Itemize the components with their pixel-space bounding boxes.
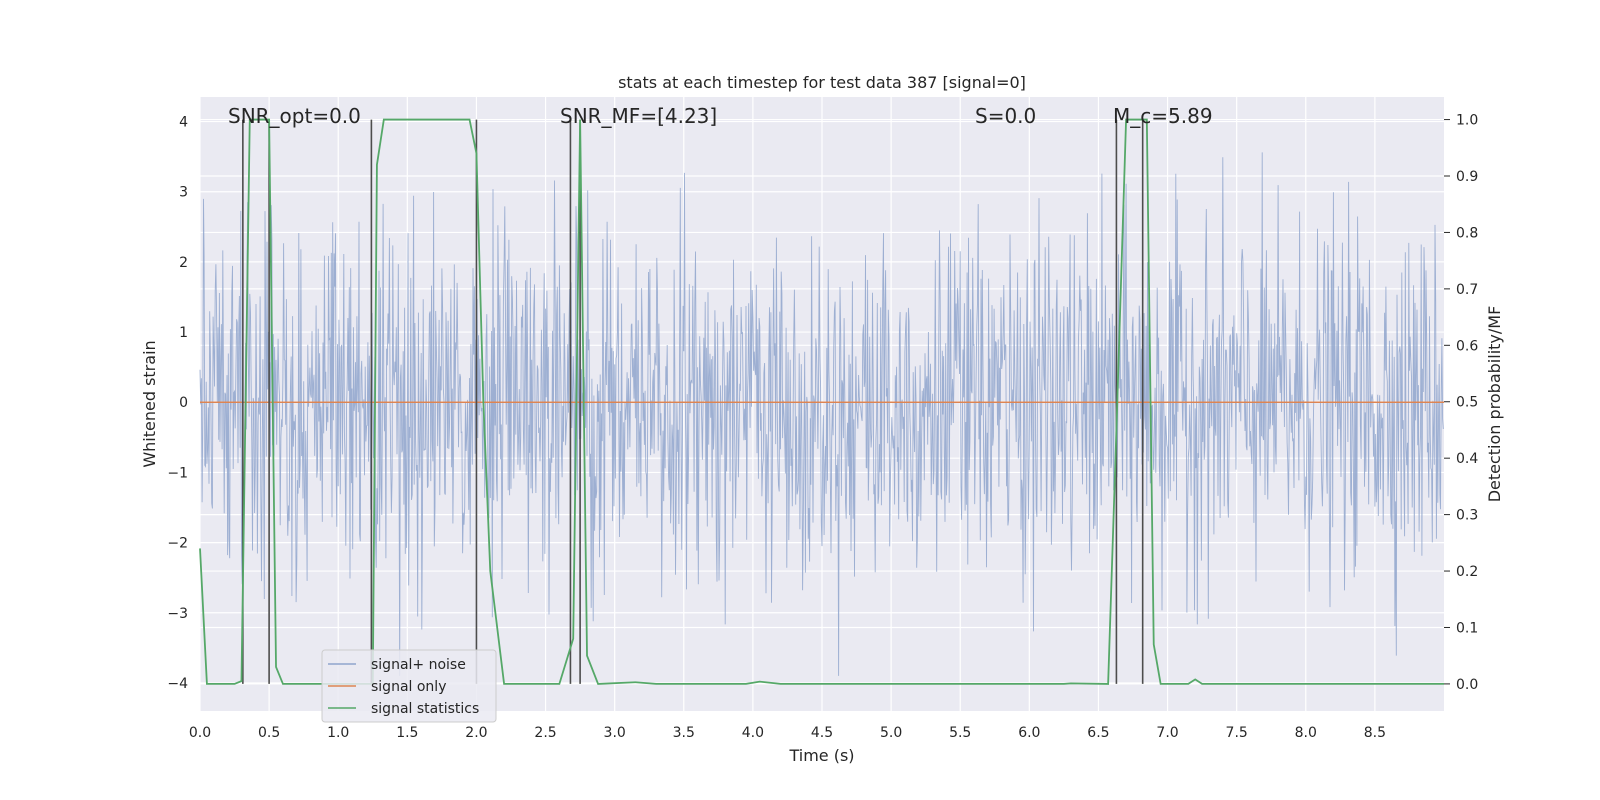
x-tick-label: 1.0 bbox=[327, 725, 349, 741]
annotation-snr-opt: SNR_opt=0.0 bbox=[228, 104, 361, 128]
annotation-snr-mf: SNR_MF=[4.23] bbox=[560, 104, 717, 128]
x-tick-label: 7.0 bbox=[1156, 725, 1178, 741]
x-tick-label: 7.5 bbox=[1226, 725, 1248, 741]
y-tick-label: −3 bbox=[167, 606, 188, 622]
annotations: SNR_opt=0.0 SNR_MF=[4.23] S=0.0 M_c=5.89 bbox=[228, 104, 1213, 128]
x-tick-label: 8.5 bbox=[1364, 725, 1386, 741]
y2-tick-label: 0.2 bbox=[1456, 564, 1478, 580]
legend: signal+ noise signal only signal statist… bbox=[321, 649, 497, 723]
y-tick-label: 3 bbox=[179, 185, 188, 201]
y-tick-label: 4 bbox=[179, 115, 188, 131]
x-tick-label: 2.5 bbox=[534, 725, 556, 741]
y2-tick-label: 0.3 bbox=[1456, 508, 1478, 524]
x-tick-label: 5.0 bbox=[880, 725, 902, 741]
y-tick-label: −1 bbox=[167, 465, 188, 481]
x-tick-label: 6.0 bbox=[1018, 725, 1040, 741]
y-tick-label: 2 bbox=[179, 255, 188, 271]
legend-box bbox=[321, 649, 497, 723]
grid bbox=[199, 97, 1444, 711]
annotation-mc: M_c=5.89 bbox=[1113, 104, 1213, 128]
y2-tick-label: 0.9 bbox=[1456, 169, 1478, 185]
x-ticks: 0.0 0.5 1.0 1.5 2.0 2.5 3.0 3.5 4.0 4.5 5.0 5.5 6.0 6… bbox=[189, 725, 1386, 741]
y2-tick-label: 0.8 bbox=[1456, 225, 1478, 241]
y2-tick-label: 1.0 bbox=[1456, 113, 1478, 129]
y2-axis-label: Detection probability/MF bbox=[1485, 306, 1504, 503]
y2-ticks: 1.0 0.9 0.8 0.7 0.6 0.5 0.4 0.3 0.2 0.1 0.0 bbox=[1444, 113, 1478, 693]
legend-label-signal: signal only bbox=[371, 679, 446, 695]
x-tick-label: 3.0 bbox=[604, 725, 626, 741]
chart-title: stats at each timestep for test data 387… bbox=[618, 73, 1026, 92]
y-tick-label: 0 bbox=[179, 395, 188, 411]
x-tick-label: 1.5 bbox=[396, 725, 418, 741]
x-tick-label: 0.0 bbox=[189, 725, 211, 741]
x-tick-label: 3.5 bbox=[673, 725, 695, 741]
annotation-s: S=0.0 bbox=[975, 104, 1036, 128]
y-ticks: 4 3 2 1 0 −1 −2 −3 −4 bbox=[167, 115, 188, 692]
y2-tick-label: 0.6 bbox=[1456, 338, 1478, 354]
legend-label-noise: signal+ noise bbox=[371, 657, 466, 673]
y-tick-label: −4 bbox=[167, 676, 188, 692]
x-axis-label: Time (s) bbox=[788, 746, 854, 765]
y-tick-label: 1 bbox=[179, 325, 188, 341]
x-tick-label: 6.5 bbox=[1087, 725, 1109, 741]
x-tick-label: 0.5 bbox=[258, 725, 280, 741]
x-tick-label: 5.5 bbox=[949, 725, 971, 741]
y2-tick-label: 0.5 bbox=[1456, 395, 1478, 411]
noise-line bbox=[199, 152, 1444, 676]
y-tick-label: −2 bbox=[167, 536, 188, 552]
y2-tick-label: 0.7 bbox=[1456, 282, 1478, 298]
y2-tick-label: 0.0 bbox=[1456, 677, 1478, 693]
y2-tick-label: 0.4 bbox=[1456, 451, 1478, 467]
x-tick-label: 2.0 bbox=[465, 725, 487, 741]
y2-tick-label: 0.1 bbox=[1456, 620, 1478, 636]
x-tick-label: 8.0 bbox=[1295, 725, 1317, 741]
x-tick-label: 4.5 bbox=[811, 725, 833, 741]
y-axis-label: Whitened strain bbox=[140, 340, 159, 467]
noise-series bbox=[199, 152, 1444, 676]
statistics-line bbox=[199, 118, 1444, 685]
legend-label-statistics: signal statistics bbox=[371, 701, 479, 717]
statistics-series bbox=[199, 118, 1444, 685]
x-tick-label: 4.0 bbox=[742, 725, 764, 741]
